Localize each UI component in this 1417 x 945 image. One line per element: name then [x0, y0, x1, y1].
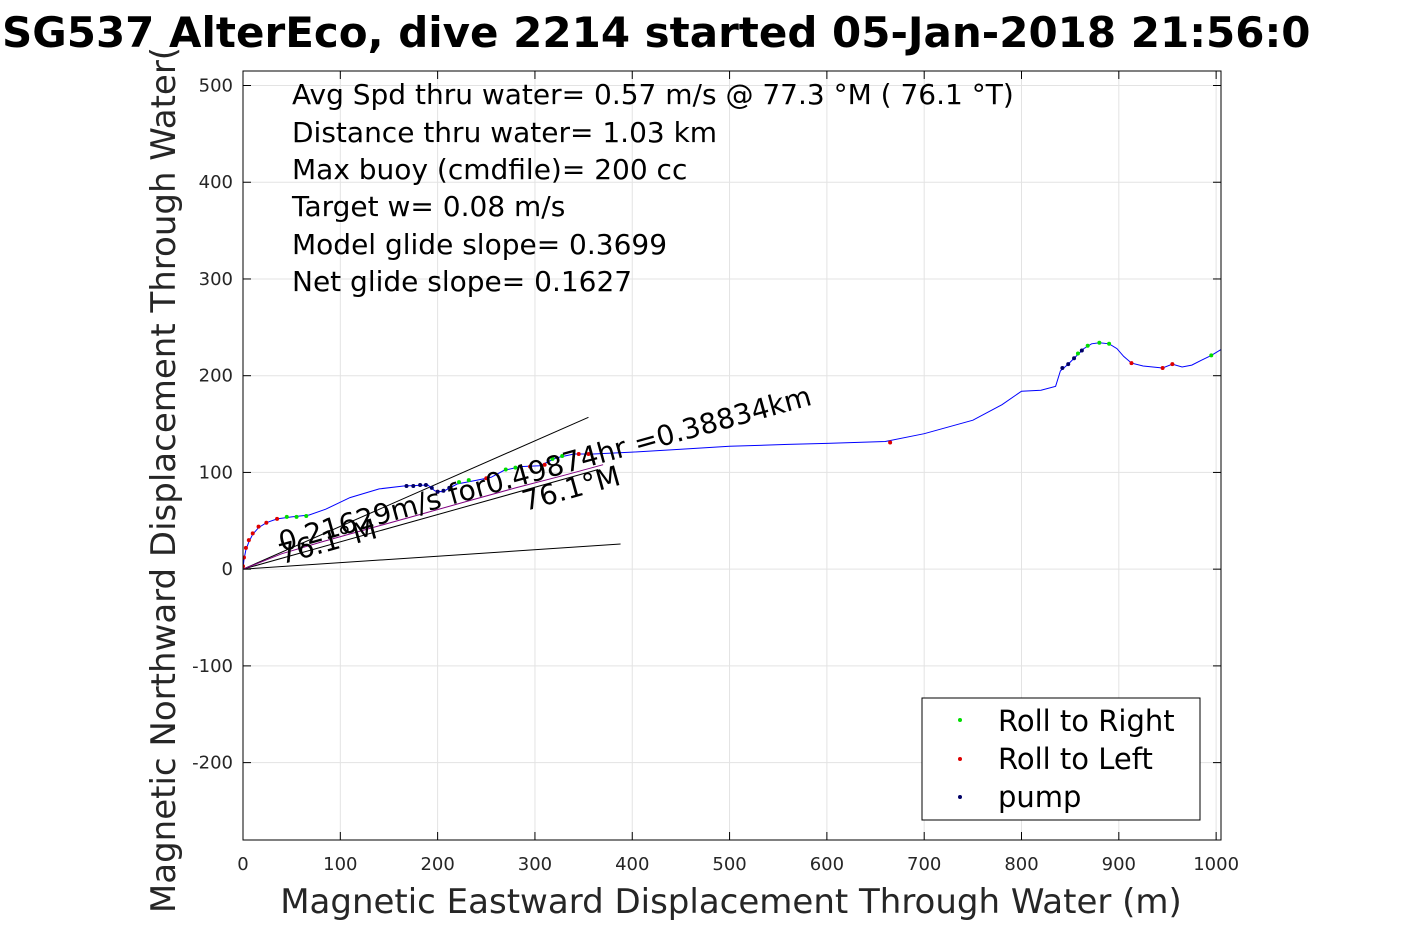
x-tick-label: 200 — [420, 854, 454, 875]
legend: Roll to Right Roll to Left pump — [921, 697, 1201, 821]
marker-roll-to-left — [1129, 361, 1134, 366]
marker-pump — [418, 483, 423, 488]
legend-label-roll-left: Roll to Left — [998, 742, 1153, 776]
y-tick-label: -100 — [192, 656, 233, 677]
marker-pump — [1072, 356, 1077, 361]
marker-roll-to-left — [542, 462, 547, 467]
marker-pump — [441, 488, 446, 493]
plot-frame — [242, 70, 1222, 841]
x-tick-label: 300 — [518, 854, 552, 875]
marker-roll-to-left — [275, 516, 280, 521]
marker-roll-to-right — [466, 478, 471, 483]
guide-line — [243, 543, 621, 570]
stat-avg-speed: Avg Spd thru water= 0.57 m/s @ 77.3 °M (… — [292, 78, 1014, 111]
marker-roll-to-left — [243, 545, 248, 550]
x-tick-label: 400 — [615, 854, 649, 875]
marker-pump — [1079, 348, 1084, 353]
y-tick-label: 400 — [199, 172, 233, 193]
x-tick-label: 100 — [323, 854, 357, 875]
annotations: 0.21629m/s for0.49874hr =0.38834km76.1°M… — [275, 379, 815, 571]
marker-roll-to-left — [586, 452, 591, 457]
marker-roll-to-right — [1085, 343, 1090, 348]
chart-title: SG537 AlterEco, dive 2214 started 05-Jan… — [2, 8, 1310, 57]
marker-roll-to-left — [1160, 365, 1165, 370]
y-tick-label: 300 — [199, 269, 233, 290]
marker-roll-to-right — [457, 480, 462, 485]
grid-lines — [242, 71, 1221, 840]
marker-roll-to-left — [528, 464, 533, 469]
marker-roll-to-right — [560, 453, 565, 458]
marker-roll-to-left — [576, 452, 581, 457]
x-tick-label: 900 — [1102, 854, 1136, 875]
y-tick-label: -200 — [192, 753, 233, 774]
y-tick-label: 200 — [199, 366, 233, 387]
marker-roll-to-right — [503, 467, 508, 472]
marker-roll-to-left — [264, 520, 269, 525]
marker-pump — [447, 485, 452, 490]
marker-roll-to-right — [550, 456, 555, 461]
marker-roll-to-left — [250, 531, 255, 536]
x-tick-label: 0 — [237, 854, 248, 875]
marker-roll-to-right — [284, 514, 289, 519]
y-tick-label: 0 — [222, 559, 233, 580]
marker-roll-to-right — [1209, 353, 1214, 358]
guide-line — [243, 416, 589, 570]
marker-roll-to-right — [304, 513, 309, 518]
legend-marker-roll-right — [958, 718, 962, 722]
x-tick-label: 1000 — [1193, 854, 1239, 875]
stat-model-glide-slope: Model glide slope= 0.3699 — [292, 228, 667, 261]
stats-block: Avg Spd thru water= 0.57 m/s @ 77.3 °M (… — [291, 78, 1014, 298]
plot-content — [243, 340, 1221, 570]
x-tick-label: 800 — [1004, 854, 1038, 875]
stat-distance: Distance thru water= 1.03 km — [292, 116, 717, 149]
y-tick-label: 100 — [199, 462, 233, 483]
marker-roll-to-left — [888, 440, 893, 445]
marker-pump — [404, 483, 409, 488]
marker-roll-to-left — [243, 555, 246, 560]
legend-marker-roll-left — [958, 757, 962, 761]
marker-pump — [429, 485, 434, 490]
marker-roll-to-left — [256, 524, 261, 529]
marker-pump — [1066, 362, 1071, 367]
legend-marker-pump — [958, 795, 962, 799]
marker-pump — [1060, 365, 1065, 370]
legend-label-roll-right: Roll to Right — [998, 704, 1175, 738]
marker-roll-to-right — [1097, 340, 1102, 345]
legend-box — [921, 697, 1201, 821]
x-axis-ticks: 0 100 200 300 400 500 600 700 800 900 1000 — [237, 71, 1239, 875]
marker-pump — [411, 483, 416, 488]
y-tick-label: 500 — [199, 76, 233, 97]
marker-roll-to-right — [1107, 341, 1112, 346]
x-tick-label: 700 — [907, 854, 941, 875]
x-tick-label: 500 — [712, 854, 746, 875]
guide-line — [243, 469, 599, 570]
marker-roll-to-left — [484, 476, 489, 481]
marker-roll-to-left — [246, 538, 251, 543]
legend-label-pump: pump — [998, 780, 1081, 814]
series-line-track — [243, 342, 1221, 570]
marker-roll-to-right — [513, 465, 518, 470]
marker-roll-to-left — [1170, 362, 1175, 367]
stat-target-w: Target w= 0.08 m/s — [291, 190, 565, 223]
marker-pump — [423, 483, 428, 488]
marker-roll-to-right — [294, 514, 299, 519]
series-line-dive-trace — [243, 464, 604, 570]
y-axis-label: Magnetic Northward Displacement Through … — [144, 47, 184, 913]
marker-pump — [435, 489, 440, 494]
x-tick-label: 600 — [810, 854, 844, 875]
y-axis-ticks: -200 -100 0 100 200 300 400 500 — [192, 76, 1221, 774]
marker-roll-to-right — [1075, 351, 1080, 356]
stat-max-buoy: Max buoy (cmdfile)= 200 cc — [292, 153, 687, 186]
stat-net-glide-slope: Net glide slope= 0.1627 — [292, 265, 632, 298]
x-axis-label: Magnetic Eastward Displacement Through W… — [280, 882, 1182, 922]
